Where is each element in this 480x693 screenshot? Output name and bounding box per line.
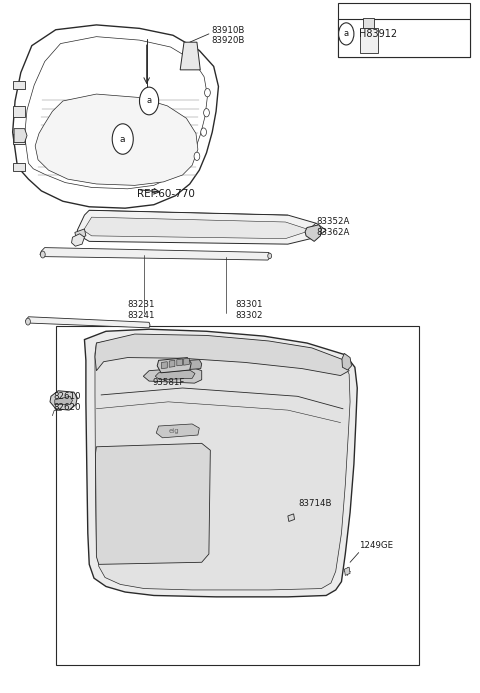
Polygon shape	[40, 247, 271, 260]
Text: 83352A
83362A: 83352A 83362A	[317, 217, 350, 236]
Circle shape	[268, 253, 272, 258]
Polygon shape	[84, 329, 357, 597]
Circle shape	[338, 23, 354, 45]
Circle shape	[25, 318, 30, 325]
Polygon shape	[75, 229, 86, 239]
FancyBboxPatch shape	[338, 3, 470, 58]
Polygon shape	[13, 134, 24, 144]
Polygon shape	[77, 210, 326, 244]
Text: a: a	[120, 134, 125, 143]
FancyBboxPatch shape	[56, 326, 420, 665]
Polygon shape	[50, 391, 77, 410]
Text: 1249GE: 1249GE	[359, 541, 393, 550]
Polygon shape	[156, 424, 199, 438]
Text: 83910B
83920B: 83910B 83920B	[211, 26, 245, 45]
Text: 83231
83241: 83231 83241	[128, 300, 155, 319]
Polygon shape	[35, 94, 198, 185]
Text: 82610
82620: 82610 82620	[53, 392, 81, 412]
Circle shape	[194, 152, 200, 161]
Polygon shape	[156, 370, 195, 380]
Circle shape	[112, 124, 133, 155]
Text: a: a	[146, 96, 152, 105]
Polygon shape	[84, 217, 311, 238]
Circle shape	[204, 109, 209, 117]
Text: eig: eig	[168, 428, 179, 434]
Polygon shape	[55, 396, 72, 405]
Polygon shape	[161, 362, 167, 369]
Polygon shape	[183, 358, 189, 365]
Polygon shape	[14, 129, 27, 143]
Text: REF.60-770: REF.60-770	[137, 189, 195, 200]
Polygon shape	[13, 81, 24, 89]
Circle shape	[40, 251, 45, 258]
Polygon shape	[342, 353, 351, 370]
Polygon shape	[344, 567, 350, 575]
Polygon shape	[72, 234, 84, 246]
Polygon shape	[25, 317, 150, 328]
Polygon shape	[95, 334, 349, 376]
Polygon shape	[169, 360, 202, 371]
Polygon shape	[96, 444, 210, 564]
Circle shape	[201, 128, 206, 137]
Polygon shape	[12, 25, 218, 208]
Text: a: a	[344, 29, 349, 38]
Text: H83912: H83912	[359, 29, 397, 39]
Polygon shape	[169, 360, 175, 367]
Polygon shape	[13, 163, 24, 171]
Text: 83301
83302: 83301 83302	[235, 300, 263, 319]
Polygon shape	[95, 336, 350, 590]
Polygon shape	[288, 514, 295, 521]
Text: 83714B: 83714B	[299, 499, 332, 508]
Polygon shape	[157, 358, 191, 373]
FancyBboxPatch shape	[338, 19, 470, 58]
Polygon shape	[177, 359, 182, 366]
Polygon shape	[13, 106, 24, 116]
Text: 93581F: 93581F	[153, 378, 185, 387]
Polygon shape	[144, 367, 202, 383]
Circle shape	[204, 89, 210, 97]
Polygon shape	[305, 225, 322, 241]
Polygon shape	[180, 42, 200, 70]
Polygon shape	[363, 18, 374, 28]
Circle shape	[140, 87, 158, 115]
Polygon shape	[360, 28, 378, 53]
